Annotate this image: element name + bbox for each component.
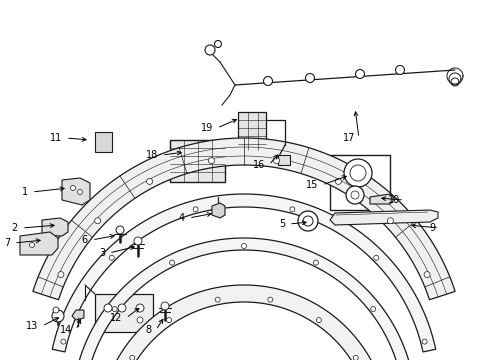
Circle shape [297, 211, 317, 231]
FancyBboxPatch shape [170, 140, 224, 182]
Circle shape [346, 186, 363, 204]
Polygon shape [52, 194, 435, 352]
Circle shape [355, 69, 364, 78]
Circle shape [77, 189, 82, 194]
Circle shape [52, 310, 64, 322]
Polygon shape [95, 132, 112, 152]
Text: 6: 6 [81, 235, 88, 245]
Circle shape [263, 77, 272, 85]
Circle shape [161, 302, 169, 310]
Circle shape [241, 243, 246, 248]
Polygon shape [62, 178, 90, 205]
Circle shape [343, 159, 371, 187]
Circle shape [350, 191, 358, 199]
Text: 10: 10 [387, 195, 399, 205]
Circle shape [214, 40, 221, 48]
Polygon shape [212, 203, 224, 218]
Circle shape [53, 307, 59, 313]
Circle shape [166, 318, 171, 323]
Circle shape [146, 179, 152, 184]
Circle shape [129, 355, 135, 360]
Text: 12: 12 [109, 313, 122, 323]
Circle shape [169, 260, 174, 265]
FancyBboxPatch shape [95, 294, 153, 332]
Text: 2: 2 [12, 223, 18, 233]
Circle shape [386, 218, 392, 224]
Circle shape [208, 158, 214, 164]
Text: 17: 17 [342, 133, 354, 143]
Polygon shape [74, 238, 413, 360]
Circle shape [267, 297, 272, 302]
Text: 9: 9 [428, 223, 434, 233]
Circle shape [423, 272, 429, 278]
Circle shape [58, 272, 64, 278]
Text: 13: 13 [26, 321, 38, 331]
Circle shape [204, 45, 215, 55]
Circle shape [61, 339, 66, 344]
Text: 15: 15 [305, 180, 317, 190]
Circle shape [95, 218, 101, 224]
Text: 3: 3 [99, 248, 105, 258]
Polygon shape [329, 210, 437, 225]
Circle shape [112, 306, 117, 311]
Circle shape [316, 318, 321, 323]
Text: 1: 1 [22, 187, 28, 197]
Circle shape [373, 255, 378, 260]
Circle shape [273, 158, 279, 164]
Text: 18: 18 [145, 150, 158, 160]
Circle shape [215, 297, 220, 302]
Text: 14: 14 [60, 325, 72, 335]
Text: 7: 7 [4, 238, 10, 248]
Circle shape [134, 237, 142, 245]
Text: 19: 19 [201, 123, 213, 133]
Circle shape [137, 317, 142, 323]
Text: 16: 16 [252, 160, 264, 170]
Polygon shape [72, 310, 84, 320]
Circle shape [136, 304, 143, 312]
Circle shape [118, 304, 126, 312]
Text: 8: 8 [145, 325, 152, 335]
Circle shape [109, 255, 114, 260]
Circle shape [193, 207, 198, 212]
Circle shape [421, 339, 426, 344]
FancyBboxPatch shape [275, 145, 289, 159]
Text: 4: 4 [179, 213, 184, 223]
Polygon shape [369, 194, 392, 204]
Circle shape [305, 73, 314, 82]
Circle shape [395, 66, 404, 75]
Text: 5: 5 [278, 219, 285, 229]
Polygon shape [33, 138, 454, 300]
Circle shape [116, 226, 124, 234]
Polygon shape [278, 155, 289, 165]
Polygon shape [100, 285, 387, 360]
Circle shape [313, 260, 318, 265]
Circle shape [303, 216, 312, 226]
Circle shape [370, 306, 375, 311]
Circle shape [289, 207, 294, 212]
Polygon shape [20, 232, 58, 255]
Circle shape [70, 185, 75, 190]
Circle shape [352, 355, 358, 360]
Circle shape [349, 165, 365, 181]
Circle shape [335, 179, 341, 184]
Polygon shape [42, 218, 68, 236]
Circle shape [29, 243, 35, 248]
FancyBboxPatch shape [238, 112, 265, 150]
FancyBboxPatch shape [329, 155, 389, 210]
Text: 11: 11 [50, 133, 62, 143]
Circle shape [104, 304, 112, 312]
